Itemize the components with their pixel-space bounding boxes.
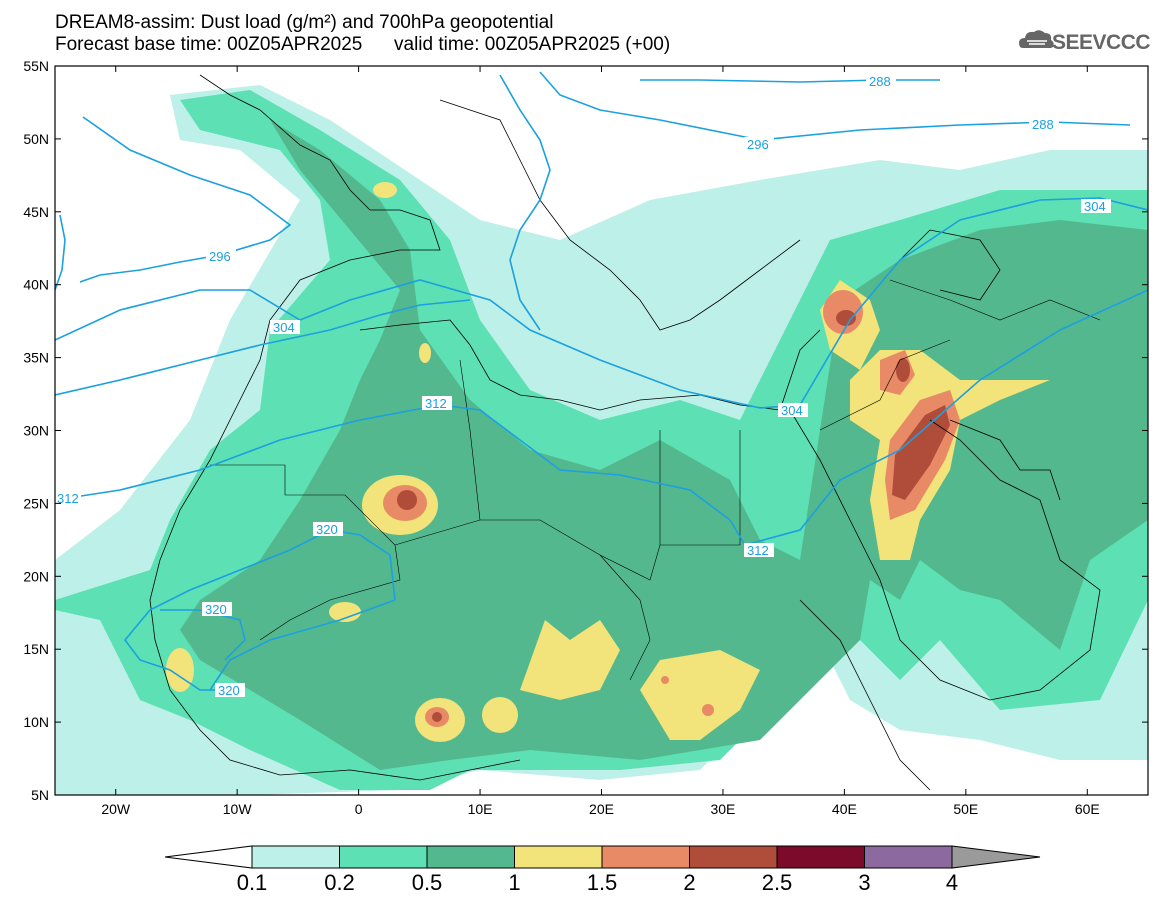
dust-field bbox=[55, 66, 1148, 795]
contour-label: 296 bbox=[209, 249, 231, 264]
contour-label: 312 bbox=[57, 491, 79, 506]
colorbar-label: 4 bbox=[946, 870, 958, 895]
colorbar-segment bbox=[864, 845, 953, 869]
lat-axis: 55N 50N 45N 40N 35N 30N 25N 20N 15N 10N 5N bbox=[23, 58, 1148, 803]
contour-label: 320 bbox=[316, 522, 338, 537]
lon-axis: 20W 10W 0 10E 20E 30E 40E 50E 60E bbox=[101, 66, 1100, 817]
lon-tick-label: 10W bbox=[223, 801, 253, 817]
coastlines bbox=[149, 74, 1101, 791]
contour-label: 320 bbox=[218, 683, 240, 698]
forecast-times: Forecast base time: 00Z05APR2025 valid t… bbox=[55, 34, 671, 55]
contour-label: 304 bbox=[1084, 199, 1106, 214]
lat-tick-label: 55N bbox=[23, 58, 49, 74]
lat-tick-label: 45N bbox=[23, 204, 49, 220]
lon-tick-label: 0 bbox=[355, 801, 363, 817]
colorbar-label: 2.5 bbox=[762, 870, 793, 895]
colorbar-arrow-high bbox=[951, 845, 1041, 869]
lat-tick-label: 30N bbox=[23, 423, 49, 439]
lat-tick-label: 10N bbox=[23, 714, 49, 730]
colorbar-label: 0.5 bbox=[412, 870, 443, 895]
lon-tick-label: 60E bbox=[1075, 801, 1100, 817]
dust-contour-2 bbox=[397, 310, 950, 722]
colorbar-segment bbox=[339, 845, 428, 869]
lat-tick-label: 35N bbox=[23, 350, 49, 366]
lon-tick-label: 40E bbox=[832, 801, 857, 817]
contour-label: 312 bbox=[747, 543, 769, 558]
lon-tick-label: 20E bbox=[589, 801, 614, 817]
dust-contour-0.5 bbox=[180, 120, 1148, 770]
contour-label: 288 bbox=[1032, 117, 1054, 132]
lat-tick-label: 15N bbox=[23, 641, 49, 657]
contour-label: 312 bbox=[425, 396, 447, 411]
lat-tick-label: 50N bbox=[23, 131, 49, 147]
lat-tick-label: 25N bbox=[23, 495, 49, 511]
lat-tick-label: 5N bbox=[31, 787, 49, 803]
borders bbox=[210, 279, 1101, 681]
colorbar-segment bbox=[251, 845, 340, 869]
colorbar-label: 0.1 bbox=[237, 870, 268, 895]
logo-text: SEEVCCC bbox=[1052, 31, 1151, 54]
colorbar: 0.1 0.2 0.5 1 1.5 2 2.5 3 4 bbox=[164, 845, 1041, 895]
lon-tick-label: 20W bbox=[101, 801, 131, 817]
map-title: DREAM8-assim: Dust load (g/m²) and 700hP… bbox=[55, 12, 554, 33]
colorbar-segment bbox=[514, 845, 603, 869]
colorbar-segment bbox=[776, 845, 865, 869]
colorbar-segment bbox=[689, 845, 778, 869]
colorbar-arrow-low bbox=[164, 845, 253, 869]
lon-tick-label: 10E bbox=[468, 801, 493, 817]
lon-tick-label: 50E bbox=[953, 801, 978, 817]
colorbar-label: 1 bbox=[508, 870, 520, 895]
colorbar-segment bbox=[601, 845, 690, 869]
colorbar-label: 2 bbox=[683, 870, 695, 895]
lat-tick-label: 20N bbox=[23, 568, 49, 584]
lat-tick-label: 40N bbox=[23, 277, 49, 293]
colorbar-label: 1.5 bbox=[587, 870, 618, 895]
lon-tick-label: 30E bbox=[710, 801, 735, 817]
cloud-icon bbox=[1019, 30, 1054, 48]
colorbar-label: 3 bbox=[858, 870, 870, 895]
colorbar-segment bbox=[426, 845, 515, 869]
contour-label: 304 bbox=[273, 320, 295, 335]
contour-labels: 288 296 296 288 304 312 312 320 320 320 … bbox=[55, 74, 1111, 698]
contour-label: 320 bbox=[205, 602, 227, 617]
contour-label: 304 bbox=[781, 403, 803, 418]
colorbar-label: 0.2 bbox=[324, 870, 355, 895]
contour-label: 296 bbox=[747, 137, 769, 152]
contour-label: 288 bbox=[869, 74, 891, 89]
